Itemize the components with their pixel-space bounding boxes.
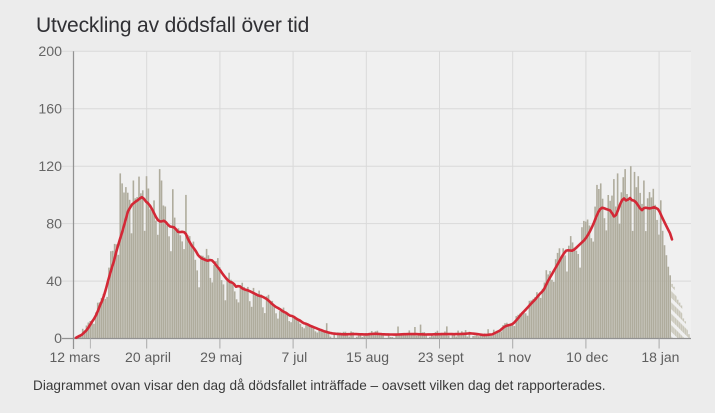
svg-text:120: 120 [38,159,62,175]
svg-text:29 maj: 29 maj [200,349,242,365]
svg-text:7 jul: 7 jul [282,349,308,365]
svg-text:1 nov: 1 nov [497,349,531,365]
svg-text:40: 40 [46,274,62,290]
svg-text:23 sept: 23 sept [418,349,464,365]
svg-text:18 jan: 18 jan [641,349,679,365]
svg-text:80: 80 [46,216,62,232]
svg-text:20 april: 20 april [125,349,171,365]
svg-text:0: 0 [54,331,62,347]
svg-text:15 aug: 15 aug [346,349,389,365]
svg-text:200: 200 [38,44,62,60]
svg-text:160: 160 [38,101,62,117]
svg-text:10 dec: 10 dec [566,349,608,365]
svg-text:12 mars: 12 mars [50,349,101,365]
